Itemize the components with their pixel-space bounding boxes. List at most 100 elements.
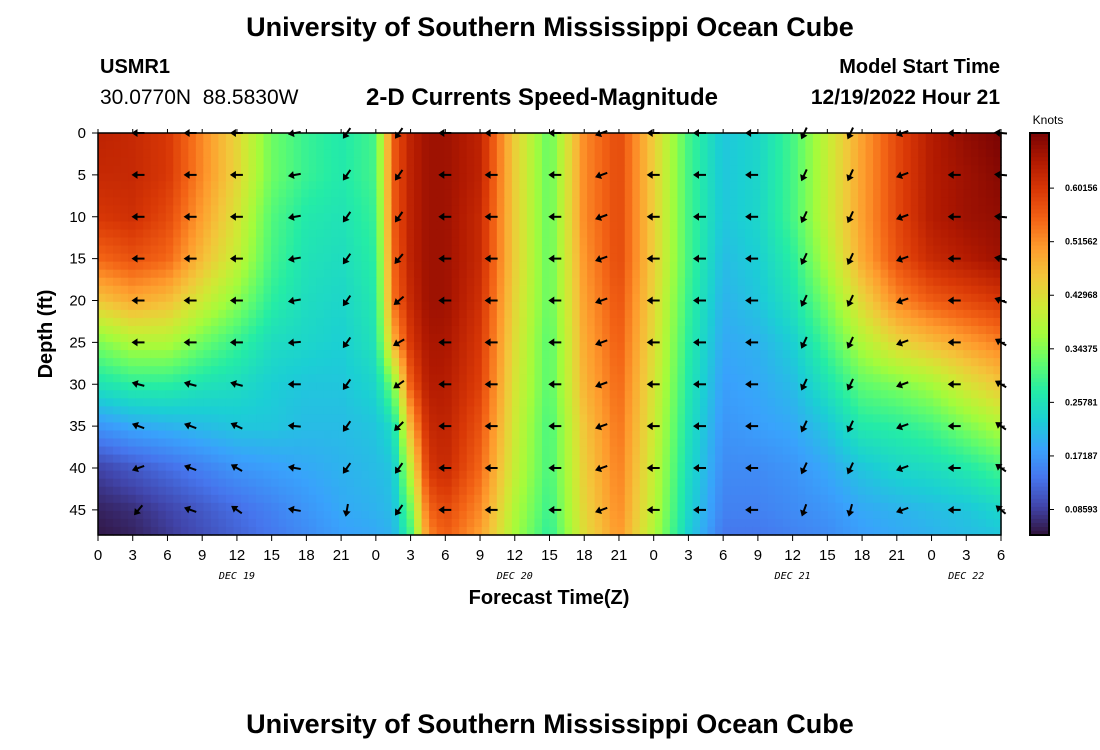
heatmap-cell bbox=[308, 181, 317, 190]
heatmap-cell bbox=[677, 350, 686, 359]
heatmap-cell bbox=[549, 165, 558, 174]
heatmap-cell bbox=[790, 390, 799, 399]
heatmap-cell bbox=[715, 285, 724, 295]
heatmap-cell bbox=[263, 229, 272, 239]
heatmap-cell bbox=[842, 390, 852, 399]
heatmap-cell bbox=[316, 173, 325, 182]
heatmap-cell bbox=[933, 430, 942, 440]
heatmap-cell bbox=[451, 205, 460, 214]
heatmap-cell bbox=[399, 430, 408, 440]
heatmap-cell bbox=[745, 446, 754, 456]
heatmap-cell bbox=[489, 462, 498, 472]
heatmap-cell bbox=[286, 221, 295, 231]
heatmap-cell bbox=[225, 438, 235, 448]
heatmap-cell bbox=[790, 141, 799, 150]
heatmap-cell bbox=[203, 382, 212, 391]
heatmap-cell bbox=[180, 245, 189, 255]
heatmap-cell bbox=[346, 325, 355, 335]
heatmap-cell bbox=[519, 293, 528, 303]
heatmap-cell bbox=[399, 149, 408, 158]
heatmap-cell bbox=[549, 221, 558, 231]
heatmap-cell bbox=[888, 213, 897, 223]
heatmap-cell bbox=[775, 173, 784, 182]
heatmap-cell bbox=[308, 374, 317, 383]
heatmap-cell bbox=[368, 197, 378, 206]
heatmap-cell bbox=[662, 229, 671, 239]
heatmap-cell bbox=[955, 285, 964, 295]
heatmap-cell bbox=[647, 414, 656, 424]
heatmap-cell bbox=[782, 406, 791, 415]
heatmap-cell bbox=[669, 141, 679, 150]
heatmap-cell bbox=[429, 277, 438, 287]
heatmap-cell bbox=[406, 334, 415, 343]
heatmap-cell bbox=[534, 293, 543, 303]
heatmap-cell bbox=[459, 141, 468, 150]
heatmap-cell bbox=[865, 205, 874, 214]
heatmap-cell bbox=[519, 446, 528, 456]
heatmap-cell bbox=[572, 221, 581, 231]
heatmap-cell bbox=[775, 213, 784, 223]
heatmap-cell bbox=[368, 406, 378, 415]
heatmap-cell bbox=[835, 366, 844, 375]
heatmap-cell bbox=[707, 342, 716, 351]
heatmap-cell bbox=[466, 229, 475, 239]
heatmap-cell bbox=[677, 422, 686, 432]
heatmap-cell bbox=[842, 334, 852, 343]
heatmap-cell bbox=[421, 181, 430, 190]
heatmap-cell bbox=[429, 342, 438, 351]
heatmap-cell bbox=[903, 382, 912, 391]
heatmap-cell bbox=[888, 245, 897, 255]
heatmap-cell bbox=[233, 157, 242, 166]
heatmap-cell bbox=[955, 358, 964, 367]
heatmap-cell bbox=[353, 430, 362, 440]
heatmap-cell bbox=[647, 157, 656, 166]
heatmap-cell bbox=[391, 237, 400, 247]
heatmap-cell bbox=[436, 141, 445, 150]
heatmap-cell bbox=[624, 398, 633, 407]
heatmap-cell bbox=[316, 269, 325, 279]
heatmap-cell bbox=[218, 205, 227, 214]
heatmap-cell bbox=[805, 293, 814, 303]
heatmap-cell bbox=[451, 406, 460, 415]
heatmap-cell bbox=[587, 181, 596, 190]
heatmap-cell bbox=[715, 358, 724, 367]
heatmap-cell bbox=[557, 438, 566, 448]
heatmap-cell bbox=[474, 366, 483, 375]
heatmap-cell bbox=[827, 309, 837, 319]
heatmap-cell bbox=[256, 430, 265, 440]
heatmap-cell bbox=[150, 197, 159, 206]
heatmap-cell bbox=[880, 181, 889, 190]
heatmap-cell bbox=[248, 261, 257, 271]
heatmap-cell bbox=[278, 293, 287, 303]
heatmap-cell bbox=[632, 253, 641, 263]
heatmap-cell bbox=[195, 285, 204, 295]
heatmap-cell bbox=[737, 358, 746, 367]
heatmap-cell bbox=[474, 205, 483, 214]
heatmap-cell bbox=[624, 285, 633, 295]
heatmap-cell bbox=[399, 382, 408, 391]
heatmap-cell bbox=[301, 229, 310, 239]
heatmap-cell bbox=[662, 285, 671, 295]
heatmap-cell bbox=[662, 325, 671, 335]
heatmap-cell bbox=[730, 285, 739, 295]
heatmap-cell bbox=[143, 325, 152, 335]
heatmap-cell bbox=[504, 133, 513, 142]
heatmap-cell bbox=[210, 133, 219, 142]
heatmap-cell bbox=[98, 454, 107, 464]
heatmap-cell bbox=[271, 398, 280, 407]
heatmap-cell bbox=[346, 173, 355, 182]
heatmap-cell bbox=[150, 446, 159, 456]
heatmap-cell bbox=[451, 325, 460, 335]
heatmap-cell bbox=[526, 133, 536, 142]
heatmap-cell bbox=[827, 366, 837, 375]
heatmap-cell bbox=[609, 438, 618, 448]
heatmap-cell bbox=[948, 446, 957, 456]
heatmap-cell bbox=[564, 261, 573, 271]
heatmap-cell bbox=[481, 446, 490, 456]
heatmap-cell bbox=[790, 406, 799, 415]
heatmap-cell bbox=[346, 309, 355, 319]
heatmap-cell bbox=[308, 414, 317, 424]
heatmap-cell bbox=[707, 253, 716, 263]
heatmap-cell bbox=[436, 205, 445, 214]
heatmap-cell bbox=[225, 293, 235, 303]
